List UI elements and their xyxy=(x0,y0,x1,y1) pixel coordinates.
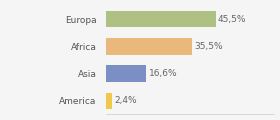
Bar xyxy=(106,38,192,55)
Text: 2,4%: 2,4% xyxy=(115,96,137,105)
Bar xyxy=(106,11,216,27)
Text: 35,5%: 35,5% xyxy=(194,42,223,51)
Bar xyxy=(106,65,146,82)
Text: 45,5%: 45,5% xyxy=(218,15,246,24)
Bar xyxy=(106,93,112,109)
Text: 16,6%: 16,6% xyxy=(149,69,177,78)
